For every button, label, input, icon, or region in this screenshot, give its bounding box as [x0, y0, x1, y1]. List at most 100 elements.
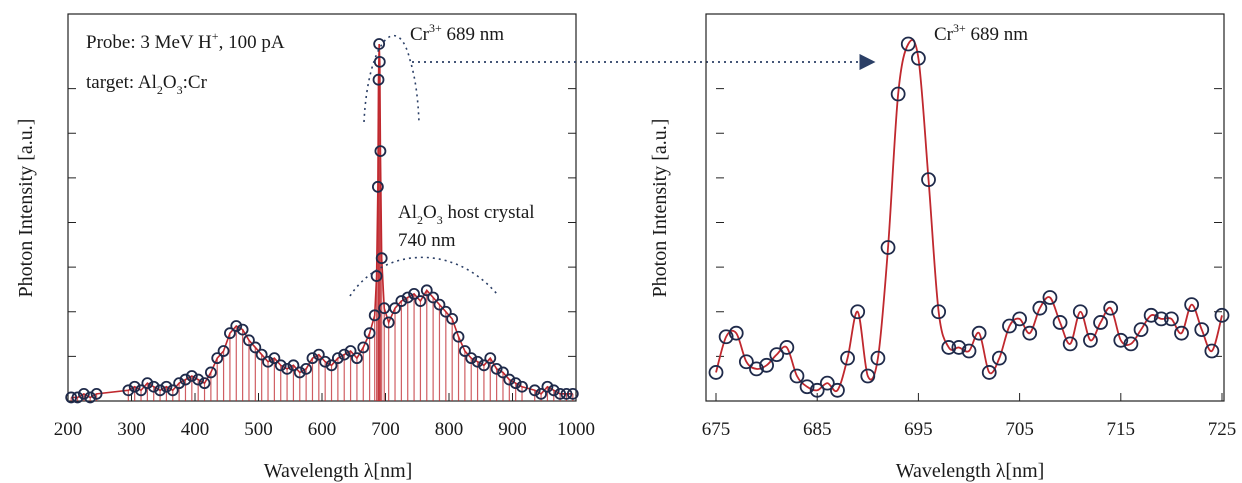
data-point	[547, 384, 560, 397]
data-point	[338, 348, 351, 361]
right-plot-frame	[705, 13, 1225, 402]
data-point	[1113, 332, 1129, 348]
x-tick-label: 700	[371, 419, 400, 440]
data-point	[1012, 311, 1027, 327]
data-point	[368, 309, 381, 322]
x-tick-label: 500	[244, 419, 273, 440]
data-point	[293, 366, 306, 379]
data-point	[427, 291, 440, 304]
data-point	[1062, 336, 1078, 352]
data-point	[931, 304, 947, 320]
right-x-axis-label: Wavelength λ[nm]	[896, 460, 1045, 482]
data-point	[1153, 311, 1169, 327]
data-point	[991, 350, 1007, 366]
data-point	[224, 327, 236, 340]
data-point	[1164, 311, 1179, 327]
data-point	[961, 343, 977, 359]
data-point	[306, 352, 319, 365]
data-point	[373, 38, 386, 50]
data-point	[71, 391, 84, 404]
left-series-points	[65, 38, 579, 404]
data-point	[789, 368, 805, 384]
data-point	[1184, 297, 1200, 313]
data-point	[1032, 300, 1048, 316]
data-point	[401, 291, 414, 304]
data-point	[122, 384, 135, 397]
data-point	[738, 354, 754, 370]
data-point	[439, 305, 452, 318]
data-point	[708, 365, 724, 380]
right-x-tick-labels: 675 685 695 705 715 725	[702, 393, 1236, 440]
data-point	[1042, 290, 1058, 305]
x-tick-label: 1000	[557, 419, 595, 440]
data-point	[274, 359, 287, 372]
peak-dotted-outline	[363, 34, 420, 123]
data-point	[921, 172, 936, 188]
data-point	[728, 325, 744, 341]
data-point	[971, 325, 987, 341]
data-point	[458, 345, 471, 357]
right-y-ticks	[716, 88, 1222, 357]
x-tick-label: 800	[435, 419, 464, 440]
left-x-tick-labels: 200 300 400 500 600 700 800 900 1000	[54, 393, 595, 440]
data-point	[300, 362, 313, 375]
data-point	[373, 55, 386, 68]
data-point	[830, 382, 845, 398]
data-point	[374, 145, 387, 158]
data-point	[799, 379, 815, 395]
data-point	[860, 368, 876, 384]
data-point	[503, 373, 516, 386]
data-point	[452, 330, 465, 343]
data-point	[497, 366, 509, 379]
data-point	[718, 329, 734, 345]
data-point	[1194, 322, 1210, 338]
data-point	[372, 73, 385, 86]
data-point	[363, 327, 376, 340]
x-tick-label: 300	[117, 419, 146, 440]
x-tick-label: 600	[308, 419, 337, 440]
right-peak-annotation: Cr3+ 689 nm	[934, 21, 1028, 45]
data-point	[911, 50, 926, 66]
data-point	[541, 380, 554, 393]
data-point	[1174, 325, 1189, 341]
data-point	[981, 365, 997, 380]
data-point	[371, 180, 384, 193]
data-point	[535, 387, 547, 400]
right-chart-panel: 675 685 695 705 715 725 Cr3+ 689 nm Photon In…	[649, 13, 1236, 482]
data-point	[147, 380, 160, 393]
data-point	[185, 370, 198, 382]
data-point	[243, 334, 255, 347]
data-point	[433, 298, 446, 311]
target-annotation: target: Al2O3:Cr	[86, 72, 208, 97]
left-series-stems	[70, 44, 574, 401]
left-x-axis-label: Wavelength λ[nm]	[264, 460, 413, 482]
data-point	[420, 284, 433, 297]
data-point	[850, 304, 866, 320]
data-point	[141, 377, 154, 390]
left-y-ticks	[68, 88, 576, 357]
data-point	[446, 312, 459, 325]
data-point	[255, 348, 268, 361]
data-point	[84, 391, 97, 404]
data-point	[249, 341, 262, 354]
right-y-axis-label: Photon Intensity [a.u.]	[649, 119, 671, 298]
data-point	[809, 382, 825, 398]
right-series-line	[715, 39, 1223, 393]
x-tick-label: 900	[498, 419, 527, 440]
data-point	[509, 377, 522, 390]
data-point	[554, 387, 567, 400]
data-point	[1093, 315, 1108, 330]
data-point	[1022, 325, 1038, 341]
x-tick-label: 705	[1005, 419, 1034, 440]
data-point	[560, 387, 573, 400]
data-point	[287, 359, 300, 372]
left-chart-panel: 200 300 400 500 600 700 800 900 1000 Probe: 3 Me…	[15, 13, 595, 482]
data-point	[230, 320, 243, 332]
data-point	[1123, 336, 1139, 352]
right-series-points	[708, 36, 1230, 398]
data-point	[1002, 318, 1017, 334]
data-point	[1214, 307, 1230, 323]
data-point	[941, 340, 957, 355]
data-point	[484, 352, 497, 365]
